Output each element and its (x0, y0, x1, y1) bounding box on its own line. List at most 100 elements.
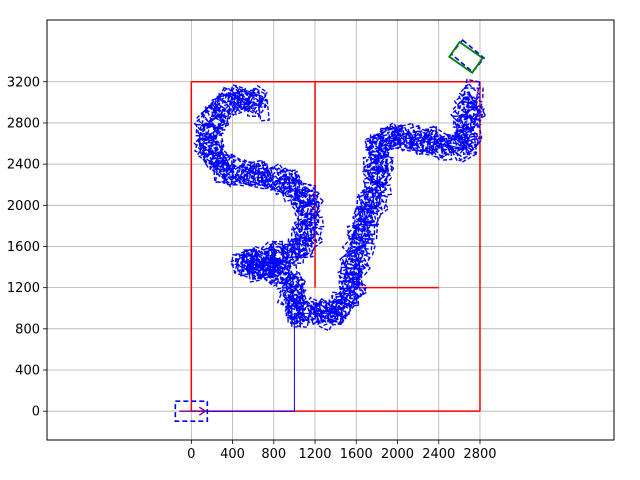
start-pose-box (174, 400, 209, 422)
path-footprint (352, 236, 374, 251)
path-footprint (241, 248, 268, 275)
path-footprint (338, 278, 360, 291)
path-footprint (275, 170, 303, 193)
goal-pose-box (448, 40, 484, 75)
x-tick-label: 2400 (422, 447, 455, 462)
x-tick-label: 2800 (463, 447, 496, 462)
path-footprint (446, 134, 471, 163)
path-footprint (358, 193, 375, 219)
path-footprint (214, 161, 229, 184)
path-footprint (351, 267, 363, 287)
path-footprint (365, 160, 390, 186)
path-footprint (296, 300, 321, 324)
path-footprint (235, 255, 252, 277)
path-footprint (287, 300, 298, 324)
path-footprint (409, 136, 430, 152)
path-footprint (403, 131, 431, 153)
path-footprint (255, 248, 278, 269)
path-footprint (364, 139, 390, 156)
path-footprint (255, 250, 277, 276)
robot-path (191, 78, 487, 412)
path-footprint (379, 127, 405, 142)
y-tick-label: 1200 (7, 281, 40, 296)
path-footprint (456, 127, 477, 144)
y-tick-label: 800 (15, 322, 40, 337)
path-footprint (196, 144, 223, 168)
path-footprint (364, 187, 383, 210)
path-footprint (271, 175, 297, 196)
y-tick-label: 1600 (7, 240, 40, 255)
path-footprint (193, 136, 215, 158)
path-footprint (233, 87, 255, 106)
path-footprint (244, 92, 268, 109)
path-footprint (225, 162, 249, 184)
path-footprint (212, 161, 225, 184)
path-footprint (348, 280, 362, 300)
path-footprint (243, 93, 268, 117)
path-footprint (411, 132, 439, 155)
path-footprint (304, 212, 318, 237)
path-footprint (198, 135, 219, 152)
path-footprint (361, 158, 385, 182)
path-footprint (257, 99, 270, 122)
axes-frame (46, 19, 615, 441)
path-footprint (216, 94, 239, 111)
y-tick-label: 2800 (7, 116, 40, 131)
path-footprint (240, 247, 264, 276)
path-footprint (241, 253, 253, 272)
path-footprint (362, 155, 384, 172)
path-footprint (424, 125, 454, 152)
pose-markers (174, 39, 486, 422)
path-footprint (281, 283, 305, 308)
path-footprint (313, 308, 339, 323)
path-footprint (223, 153, 253, 180)
x-tick-label: 400 (220, 447, 245, 462)
path-footprint (284, 293, 305, 321)
path-footprint (355, 198, 379, 224)
axis-ticks: 0 400 800 1200 1600 2000 2400 2800 0 400 800 1200 16… (7, 75, 497, 462)
x-tick-label: 800 (261, 447, 286, 462)
path-footprint (392, 126, 415, 152)
path-footprint (368, 133, 394, 154)
path-footprint (407, 124, 425, 147)
path-footprint (199, 137, 223, 161)
path-footprint (330, 292, 347, 317)
path-footprint (462, 105, 480, 133)
path-footprint (292, 193, 322, 222)
path-footprint (391, 124, 408, 145)
path-footprint (339, 266, 363, 280)
path-footprint (202, 140, 219, 163)
path-footprint (416, 134, 432, 156)
path-footprint (351, 225, 372, 244)
path-footprint (311, 303, 337, 321)
x-tick-label: 2000 (381, 447, 414, 462)
path-footprint (399, 122, 418, 148)
path-footprint (289, 231, 313, 256)
path-footprint (427, 126, 439, 151)
path-footprint (287, 177, 310, 200)
path-footprint (418, 133, 442, 154)
x-tick-label: 1600 (340, 447, 373, 462)
path-footprint (262, 247, 290, 266)
path-footprint (222, 157, 249, 184)
path-footprint (455, 123, 484, 150)
path-footprint (458, 82, 482, 106)
path-footprint (369, 150, 394, 175)
x-tick-label: 0 (187, 447, 195, 462)
path-footprint (426, 132, 451, 158)
path-footprint (246, 93, 261, 118)
path-footprint (343, 270, 360, 292)
x-tick-label: 1200 (298, 447, 331, 462)
path-footprint (240, 250, 254, 276)
path-footprint (329, 300, 352, 317)
path-footprint (431, 135, 446, 159)
path-footprint (210, 151, 236, 170)
path-footprint (357, 220, 376, 236)
path-footprint (198, 131, 226, 159)
start-heading-arrow (179, 406, 207, 416)
path-footprint (380, 132, 402, 153)
path-footprint (298, 219, 318, 242)
path-footprint (339, 249, 365, 277)
